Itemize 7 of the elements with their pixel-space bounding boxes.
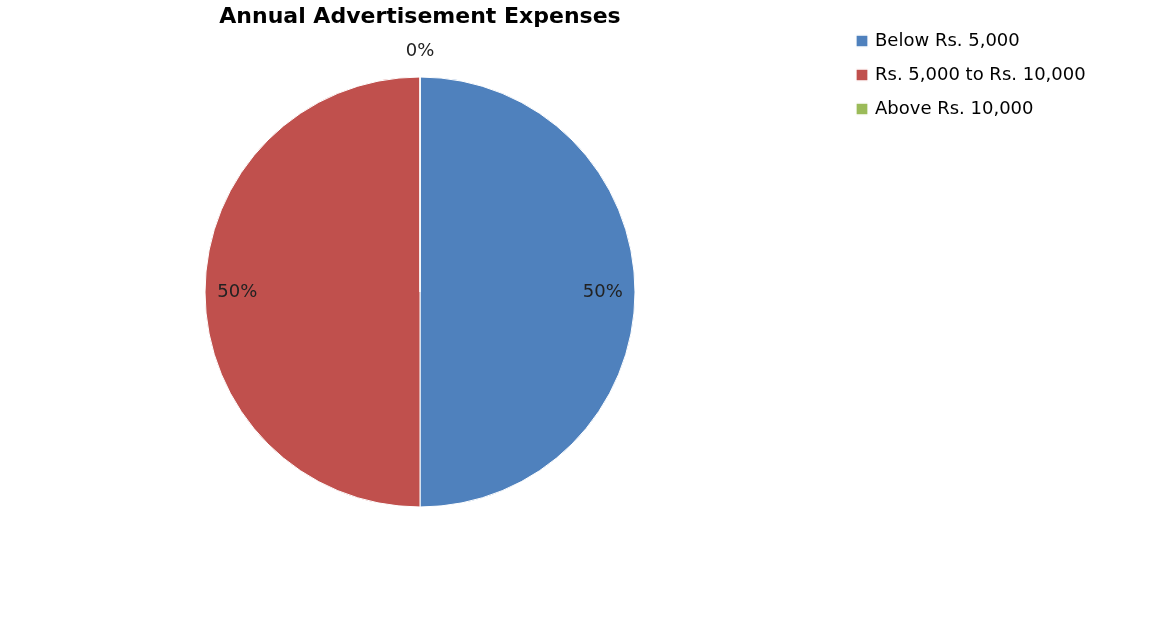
legend-label: Above Rs. 10,000 xyxy=(875,97,1034,118)
chart-title: Annual Advertisement Expenses xyxy=(219,3,621,28)
text: 0% xyxy=(405,39,435,61)
legend-label: Rs. 5,000 to Rs. 10,000 xyxy=(875,63,1086,84)
data-label: 50% xyxy=(217,280,258,301)
legend-label: Below Rs. 5,000 xyxy=(875,29,1020,50)
data-label: 50% xyxy=(582,280,623,301)
